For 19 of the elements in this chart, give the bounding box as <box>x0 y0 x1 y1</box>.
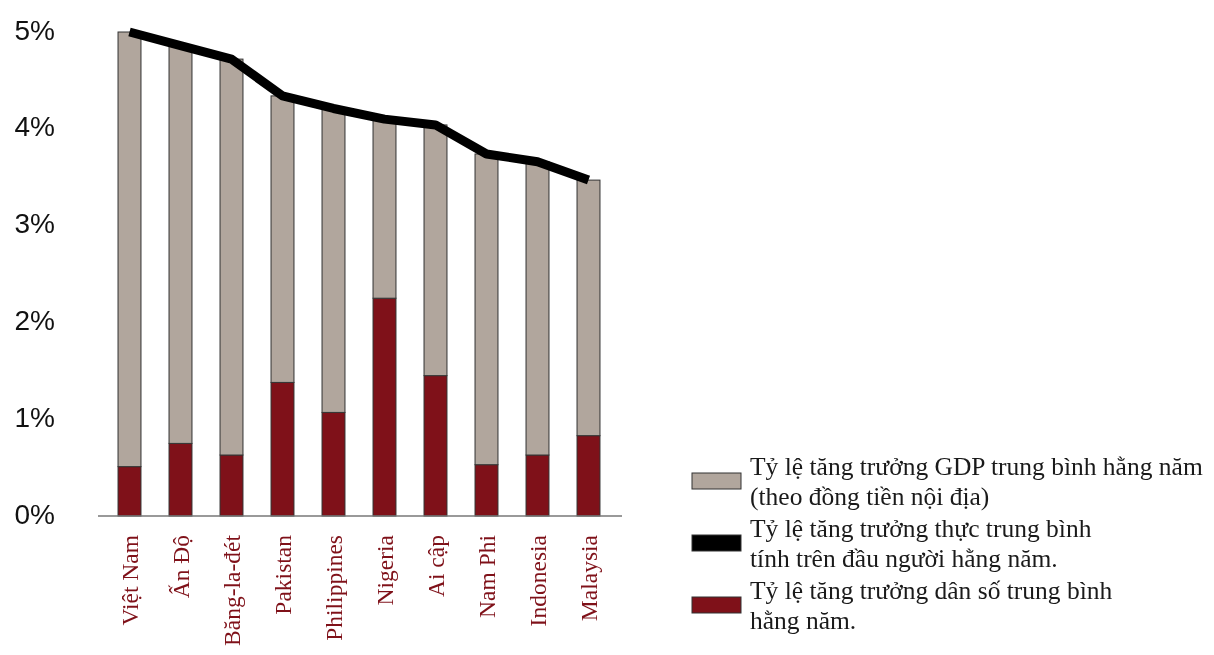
legend-label: Tỷ lệ tăng trưởng thực trung bình tính trên đầu người hằng năm. <box>750 514 1092 573</box>
y-tick-label: 5% <box>14 14 55 46</box>
x-tick-label: Băng-la-đét <box>218 534 245 646</box>
x-tick-label: Philippines <box>320 535 347 641</box>
y-tick-label: 0% <box>14 498 55 530</box>
x-tick-label: Nigeria <box>371 534 398 606</box>
x-tick-label: Pakistan <box>269 534 296 615</box>
y-tick-label: 4% <box>14 111 55 143</box>
x-tick-label: Nam Phi <box>473 534 500 618</box>
x-tick-label: Ấn Độ <box>167 535 194 599</box>
legend-label: Tỷ lệ tăng trưởng dân số trung bình hằng năm. <box>750 576 1113 635</box>
x-tick-label: Indonesia <box>524 534 551 627</box>
y-tick-label: 2% <box>14 304 55 336</box>
y-tick-label: 1% <box>14 401 55 433</box>
y-tick-label: 3% <box>14 208 55 240</box>
x-tick-label: Malaysia <box>575 534 602 622</box>
legend-label: Tỷ lệ tăng trưởng GDP trung bình hằng năm (theo đồng tiền nội địa) <box>750 452 1203 511</box>
x-tick-label: Việt Nam <box>116 535 143 626</box>
x-tick-label: Ai cập <box>422 535 449 597</box>
